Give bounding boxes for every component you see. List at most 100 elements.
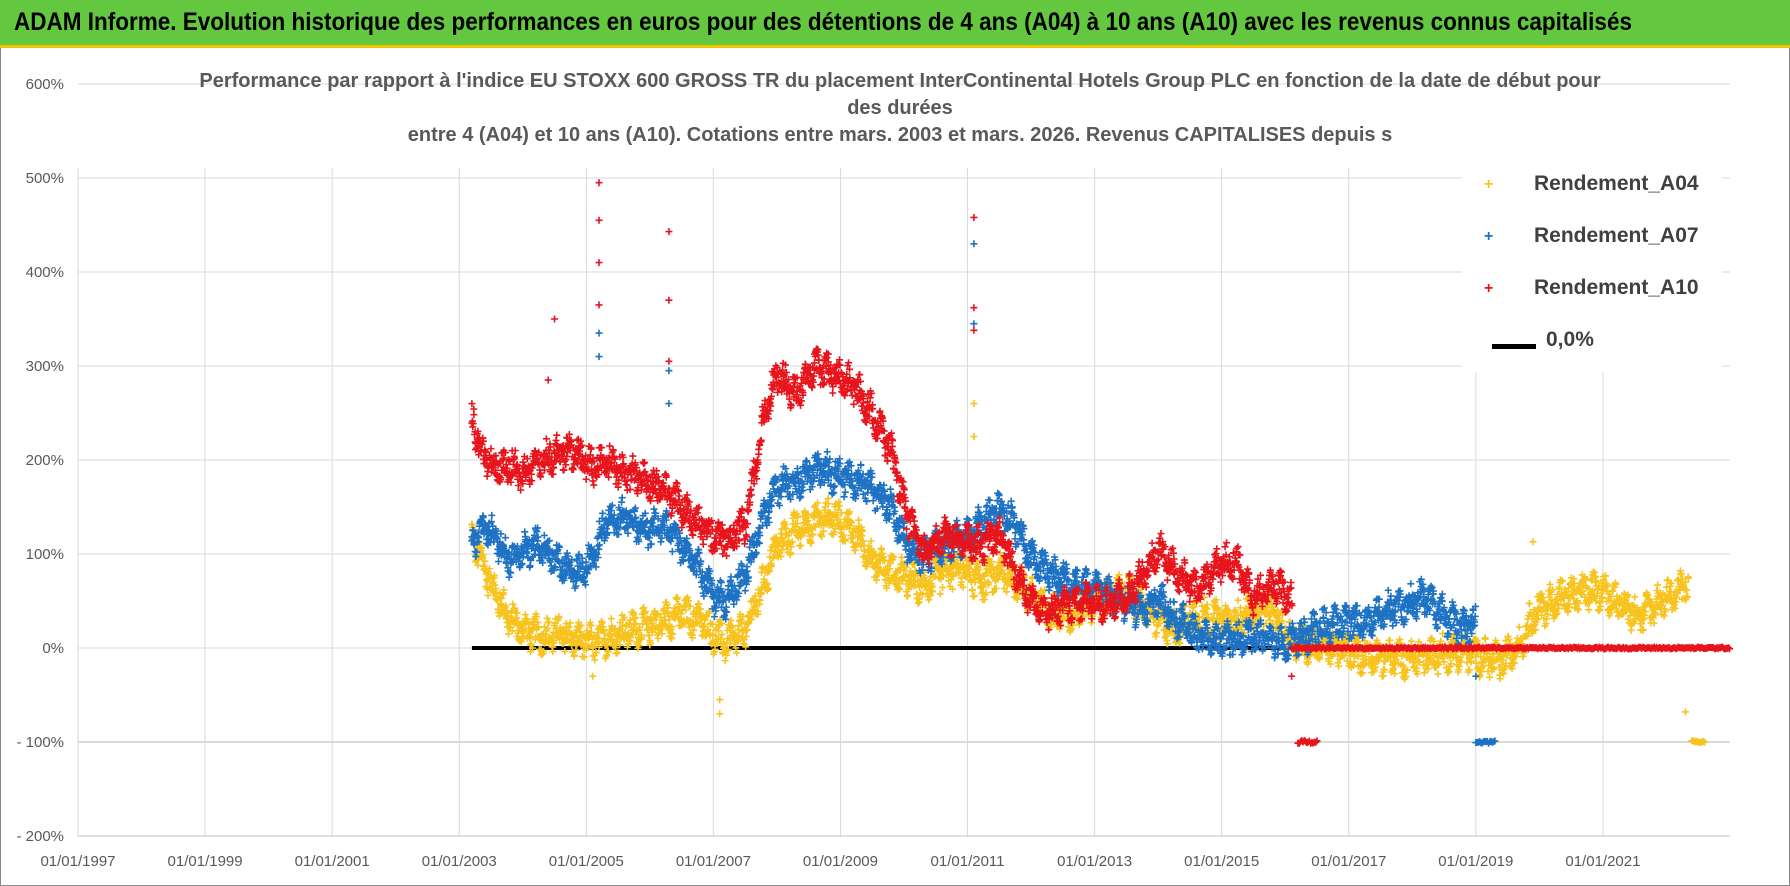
x-tick-label: 01/01/2013 (1057, 853, 1132, 870)
data-point (1335, 662, 1343, 670)
data-point (479, 551, 487, 559)
data-point (765, 585, 773, 593)
data-point (1496, 675, 1504, 683)
data-point (903, 592, 911, 600)
data-point (505, 573, 513, 581)
data-point (797, 541, 805, 549)
data-point (958, 578, 966, 586)
x-tick-label: 01/01/2003 (422, 853, 497, 870)
data-point (534, 623, 542, 631)
data-point (630, 507, 638, 515)
y-tick-label: 200% (26, 452, 64, 469)
data-point (767, 546, 775, 554)
data-point (912, 568, 920, 576)
data-point (831, 482, 839, 490)
data-point (1067, 626, 1075, 634)
data-point (540, 531, 548, 539)
data-point (528, 644, 536, 652)
data-point (777, 552, 785, 560)
data-point (1000, 569, 1008, 577)
series-points (468, 179, 1734, 747)
data-point (570, 652, 578, 660)
data-point (618, 622, 626, 630)
page-title: ADAM Informe. Evolution historique des p… (14, 8, 1632, 36)
data-point (1631, 593, 1639, 601)
data-point (597, 618, 605, 626)
data-point (688, 634, 696, 642)
data-point (1234, 596, 1242, 604)
data-point (706, 629, 714, 637)
data-point (616, 641, 624, 649)
data-point (540, 623, 548, 631)
data-point (982, 589, 990, 597)
data-point (836, 502, 844, 510)
data-point (1152, 633, 1160, 641)
outlier-point (970, 433, 978, 440)
data-point (902, 563, 910, 571)
data-point (508, 627, 516, 635)
data-point (600, 629, 608, 637)
data-point (784, 532, 792, 540)
data-point (638, 633, 646, 641)
data-point (543, 614, 551, 622)
data-point (664, 604, 672, 612)
data-point (928, 588, 936, 596)
data-point (994, 564, 1002, 572)
data-point (742, 643, 750, 651)
data-point (756, 597, 764, 605)
data-point (772, 533, 780, 541)
data-point (699, 628, 707, 636)
y-axis-labels: 600%500%400%300%200%100%0%- 100%- 200% (16, 76, 64, 845)
data-point (513, 609, 521, 617)
data-point (828, 490, 836, 498)
data-point (877, 546, 885, 554)
data-point (841, 488, 849, 496)
data-point (732, 644, 740, 652)
data-point (915, 598, 923, 606)
data-point (539, 647, 547, 655)
data-point (507, 608, 515, 616)
data-point (985, 579, 993, 587)
data-point (793, 520, 801, 528)
data-point (1526, 600, 1534, 608)
data-point (764, 580, 772, 588)
data-point (526, 648, 534, 656)
data-point (714, 627, 722, 635)
data-point (721, 607, 729, 615)
data-point (898, 577, 906, 585)
data-point (654, 634, 662, 642)
data-point (1013, 595, 1021, 603)
y-tick-label: 300% (26, 358, 64, 375)
data-point (668, 623, 676, 631)
data-point (1214, 606, 1222, 614)
data-point (580, 653, 588, 661)
data-point (1420, 669, 1428, 677)
data-point (642, 607, 650, 615)
data-point (587, 628, 595, 636)
data-point (918, 581, 926, 589)
data-point (591, 656, 599, 664)
data-point (1137, 584, 1145, 592)
x-tick-label: 01/01/2005 (549, 853, 624, 870)
data-point (527, 640, 535, 648)
data-point (490, 571, 498, 579)
x-tick-label: 01/01/2011 (931, 853, 1005, 870)
data-point (1225, 609, 1233, 617)
data-point (555, 612, 563, 620)
data-point (896, 585, 904, 593)
data-point (1003, 588, 1011, 596)
data-point (526, 630, 534, 638)
x-tick-label: 01/01/2017 (1311, 853, 1386, 870)
data-point (980, 596, 988, 604)
data-point (717, 619, 725, 627)
y-tick-label: 600% (26, 76, 64, 93)
data-point (836, 518, 844, 526)
data-point (782, 525, 790, 533)
data-point (805, 521, 813, 529)
data-point (658, 630, 666, 638)
data-point (874, 560, 882, 568)
data-point (959, 561, 967, 569)
data-point (796, 494, 804, 502)
data-point (867, 537, 875, 545)
